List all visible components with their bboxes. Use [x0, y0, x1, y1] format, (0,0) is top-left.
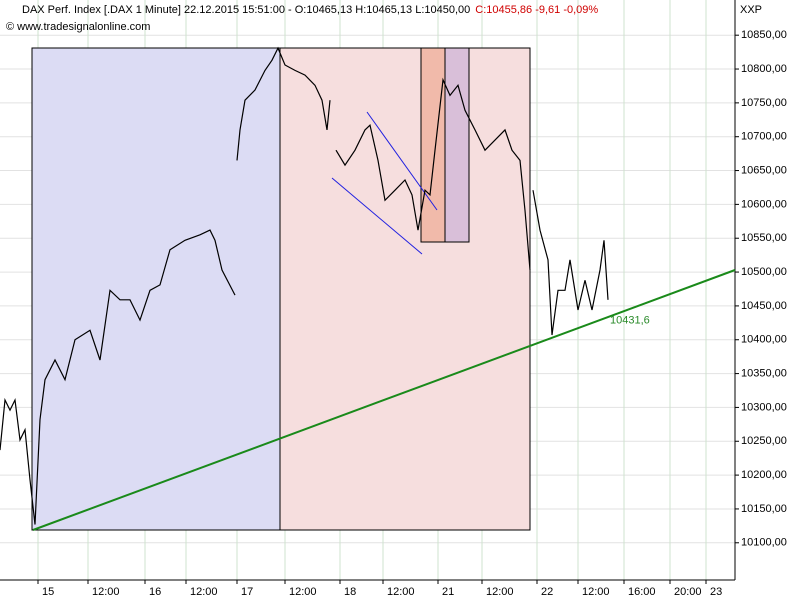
drawings [31, 47, 531, 531]
x-tick-label: 12:00 [190, 586, 218, 598]
x-tick-label: 12:00 [387, 586, 415, 598]
range-box-red [279, 47, 531, 531]
copyright: © www.tradesignalonline.com [6, 21, 150, 33]
range-box-blue [31, 47, 281, 531]
trend-line [32, 269, 736, 531]
x-tick-label: 16:00 [628, 586, 656, 598]
range-box-small [420, 47, 446, 243]
x-tick-label: 15 [42, 586, 54, 598]
y-tick-label: 10650,00 [741, 164, 787, 176]
y-tick-label: 10250,00 [741, 435, 787, 447]
x-tick-label: 22 [541, 586, 553, 598]
y-tick-label: 10150,00 [741, 503, 787, 515]
x-tick-label: 12:00 [289, 586, 317, 598]
channel-line [366, 111, 438, 211]
symbol: XXP [740, 4, 762, 16]
y-tick-label: 10800,00 [741, 63, 787, 75]
x-tick-label: 18 [344, 586, 356, 598]
y-tick-label: 10750,00 [741, 97, 787, 109]
y-tick-label: 10350,00 [741, 367, 787, 379]
y-tick-label: 10600,00 [741, 198, 787, 210]
x-tick-label: 17 [241, 586, 253, 598]
quote: C:10455,86 -9,61 -0,09% [475, 4, 598, 16]
y-tick-label: 10550,00 [741, 232, 787, 244]
x-tick-label: 23 [710, 586, 722, 598]
range-box-small [444, 47, 470, 243]
x-tick-label: 21 [442, 586, 454, 598]
chart-title: DAX Perf. Index [.DAX 1 Minute] 22.12.20… [22, 4, 470, 16]
y-tick-label: 10100,00 [741, 537, 787, 549]
annotation: 10431,6 [610, 314, 650, 326]
y-tick-label: 10450,00 [741, 300, 787, 312]
x-tick-label: 12:00 [92, 586, 120, 598]
y-tick-label: 10850,00 [741, 29, 787, 41]
price-line [0, 46, 609, 525]
y-tick-label: 10500,00 [741, 266, 787, 278]
x-tick-label: 20:00 [674, 586, 702, 598]
y-tick-label: 10400,00 [741, 334, 787, 346]
x-tick-label: 16 [149, 586, 161, 598]
y-tick-label: 10300,00 [741, 401, 787, 413]
channel-line [331, 177, 423, 255]
x-tick-label: 12:00 [486, 586, 514, 598]
y-tick-label: 10700,00 [741, 131, 787, 143]
x-tick-label: 12:00 [582, 586, 610, 598]
y-tick-label: 10200,00 [741, 469, 787, 481]
